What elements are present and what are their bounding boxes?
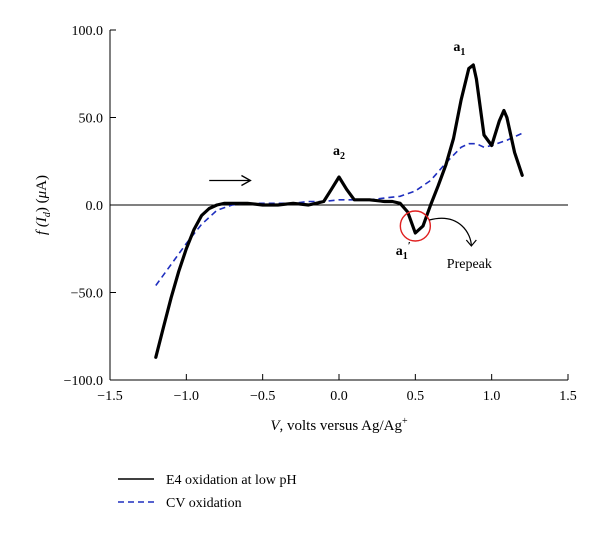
y-tick-label: −50.0 <box>71 287 103 302</box>
y-tick-label: 50.0 <box>79 112 104 127</box>
peak-label-a2-base: a <box>333 144 340 159</box>
x-axis-title-text: , volts versus Ag/Ag <box>280 418 403 434</box>
y-axis-title: f (Id) (μA) <box>34 175 53 235</box>
prepeak-pointer-arrow <box>429 217 472 247</box>
x-tick-label: −1.5 <box>97 389 122 404</box>
peak-label-a2-sub: 2 <box>340 151 345 162</box>
peak-label-a1-prime-base: a <box>396 244 403 259</box>
y-axis-title-var: I <box>34 216 50 223</box>
peak-label-a2: a2 <box>333 144 345 162</box>
y-tick-label: 100.0 <box>72 24 104 39</box>
peak-label-a1: a1 <box>453 40 465 58</box>
scan-direction-arrow-head <box>241 174 252 187</box>
peak-label-a1-prime-prime: ′ <box>408 240 411 252</box>
y-axis-title-unit: A) <box>34 175 50 191</box>
x-tick-label: 1.0 <box>483 389 501 404</box>
x-tick-label: −1.0 <box>174 389 199 404</box>
y-tick-label: −100.0 <box>64 374 103 389</box>
series-line-e4-oxidation <box>154 63 524 359</box>
x-tick-label: 0.0 <box>330 389 348 404</box>
peak-label-a1-prime: a1′ <box>396 240 411 262</box>
y-axis-title-sub: d <box>42 211 53 217</box>
y-tick-label: 0.0 <box>86 199 104 214</box>
legend-label-e4-oxidation: E4 oxidation at low pH <box>166 473 297 488</box>
legend-label-cv-oxidation: CV oxidation <box>166 496 242 511</box>
y-axis-title-pre: f ( <box>34 221 50 235</box>
x-axis-title-var: V <box>270 418 281 434</box>
y-axis-title-post: ) ( <box>34 198 50 212</box>
prepeak-pointer-arrow-head <box>465 239 477 247</box>
x-axis-title: V, volts versus Ag/Ag+ <box>270 416 408 434</box>
y-axis-title-mu: μ <box>34 190 50 199</box>
x-tick-label: 0.5 <box>407 389 425 404</box>
x-axis-title-sup: + <box>402 416 408 427</box>
x-tick-label: −0.5 <box>250 389 275 404</box>
prepeak-highlight-circle <box>399 210 432 242</box>
peak-label-a1-sub: 1 <box>460 47 465 58</box>
x-tick-label: 1.5 <box>559 389 577 404</box>
peak-label-a1-prime-sub: 1 <box>403 251 408 262</box>
peak-label-a1-base: a <box>453 40 460 55</box>
prepeak-label: Prepeak <box>447 257 492 272</box>
